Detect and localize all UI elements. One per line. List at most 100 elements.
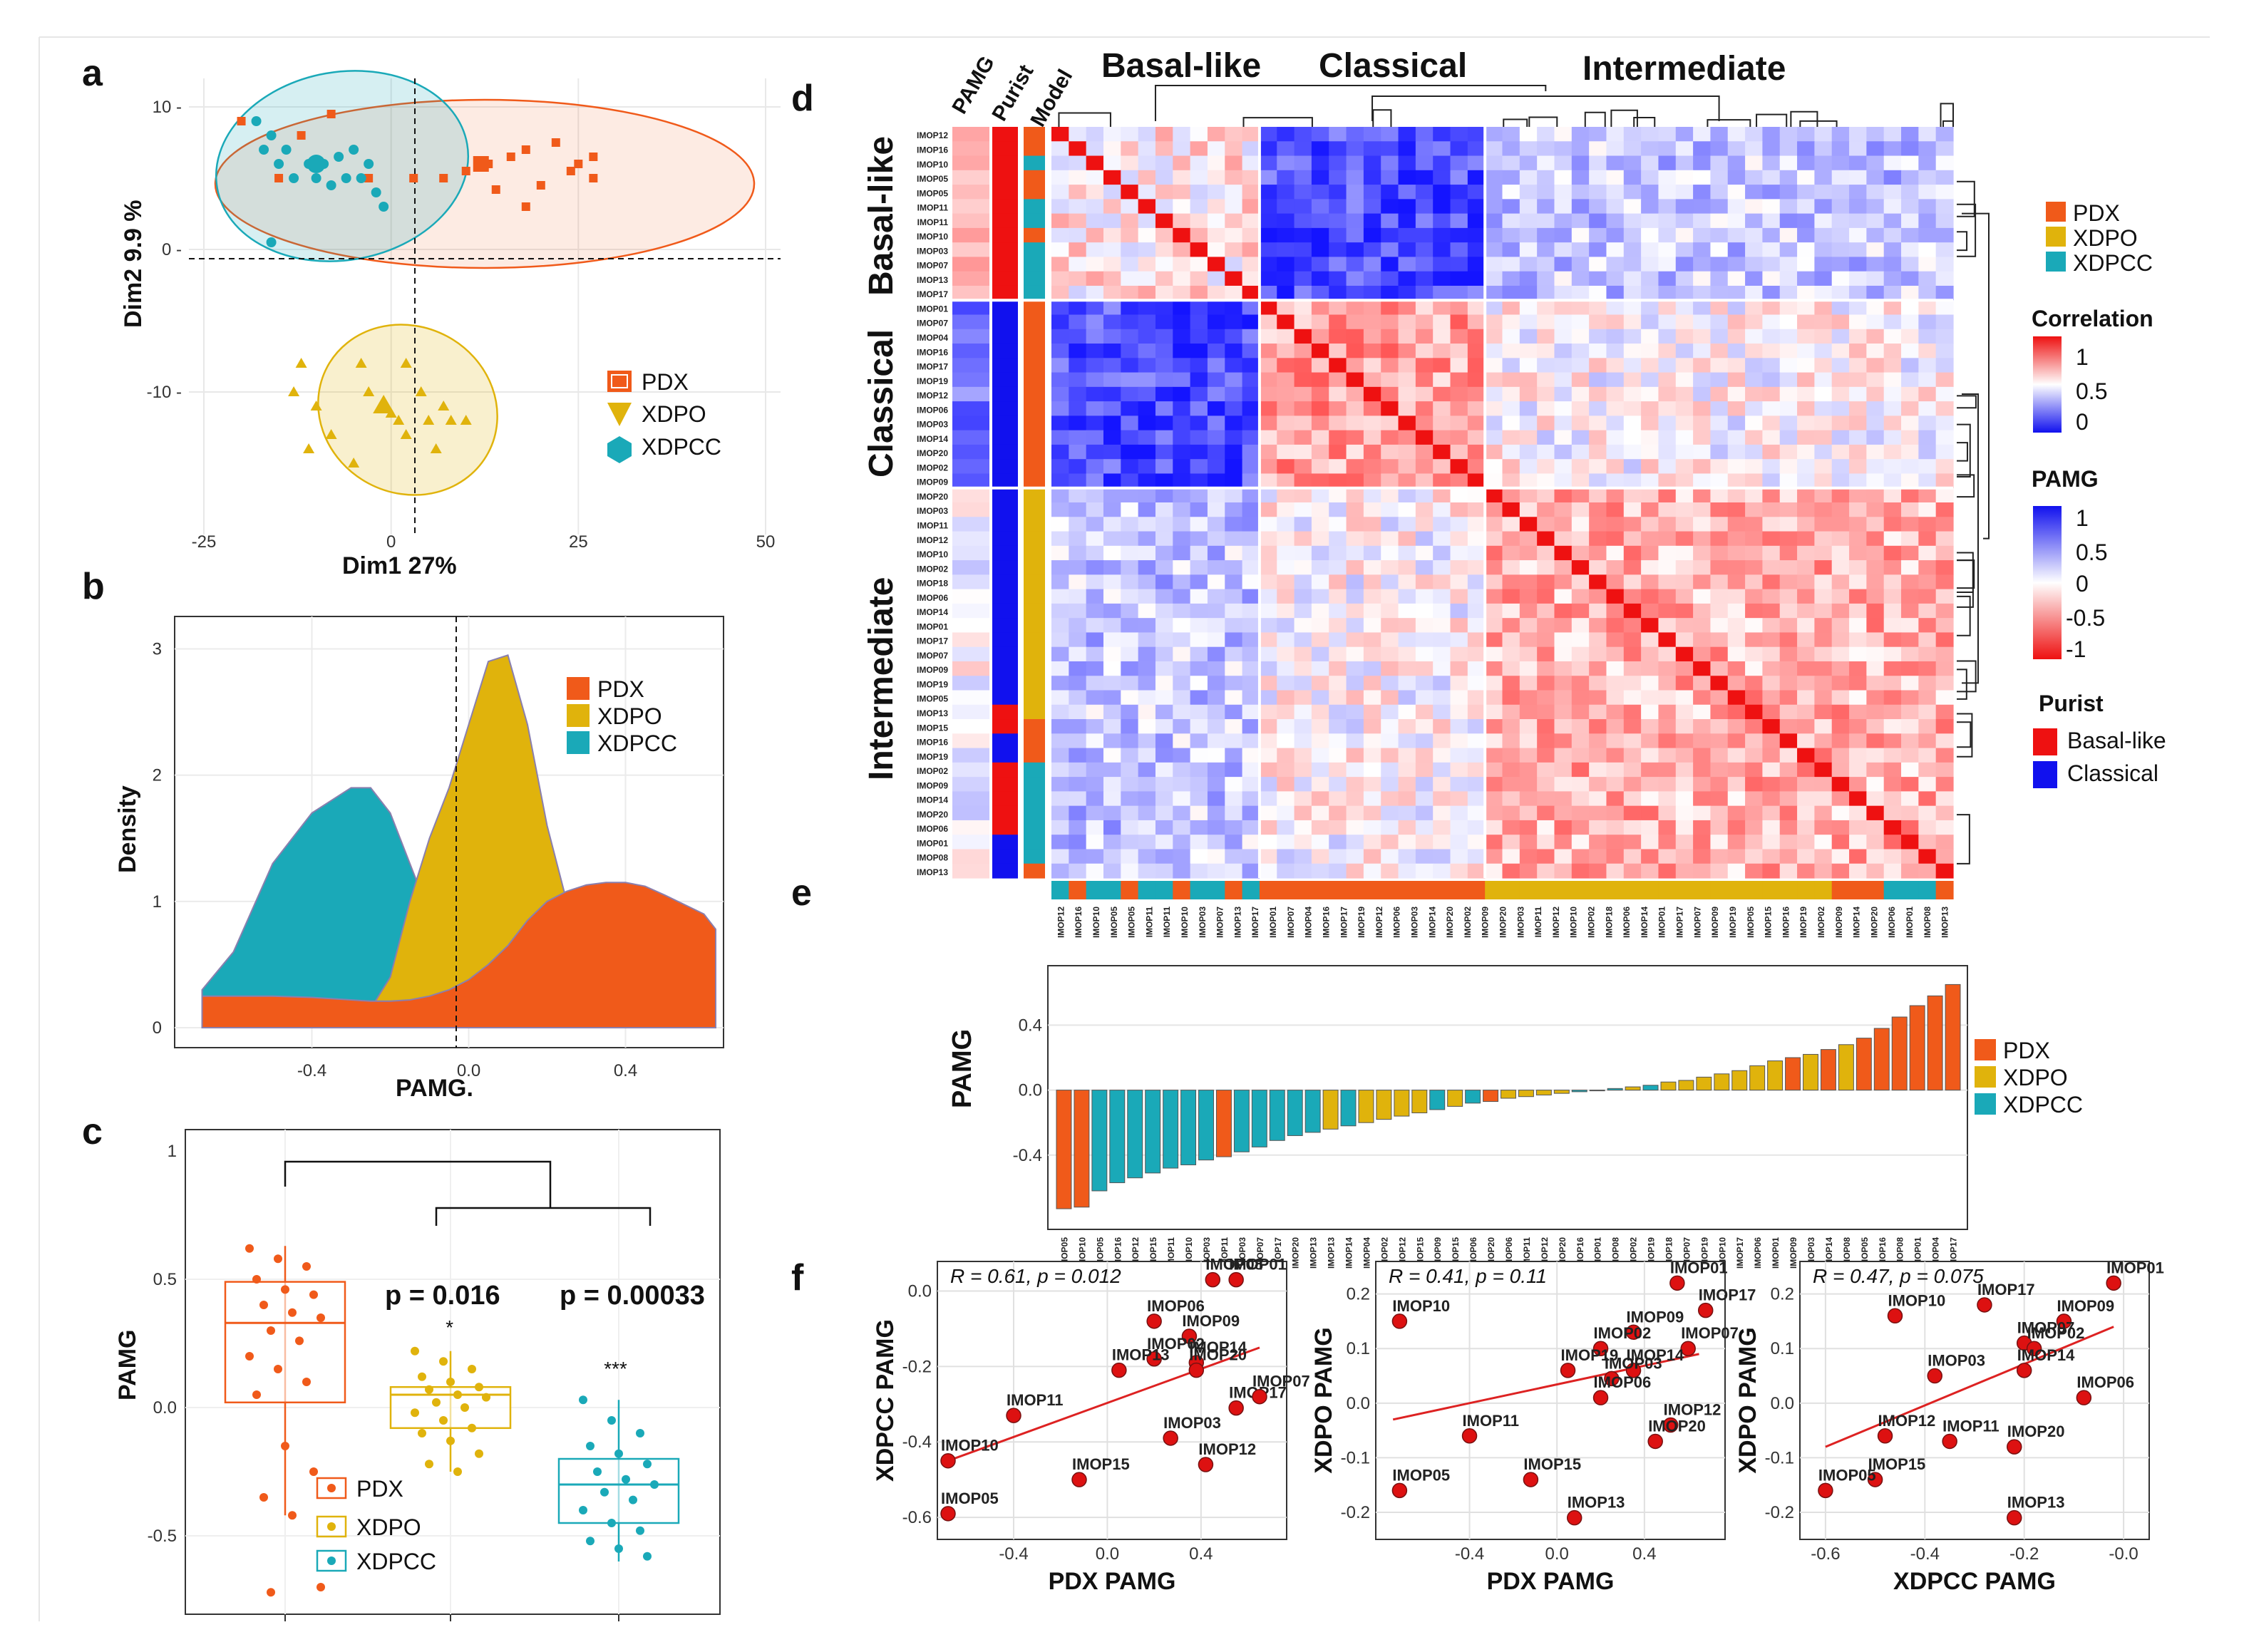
heatmap-cell: [1554, 329, 1573, 344]
data-point-xdpcc: [266, 237, 277, 247]
heatmap-cell: [1797, 473, 1815, 489]
heatmap-cell: [1519, 358, 1538, 373]
y-tick-label: 0.0: [1019, 1081, 1042, 1100]
heatmap-cell: [1571, 762, 1590, 778]
heatmap-cell: [1329, 618, 1347, 634]
heatmap-cell: [1866, 459, 1885, 475]
heatmap-cell: [1537, 618, 1555, 634]
data-point-pdx: [566, 167, 575, 175]
heatmap-cell: [1294, 618, 1312, 634]
heatmap-cell: [1727, 401, 1746, 416]
scatter-point-imop15: [1867, 1472, 1883, 1487]
heatmap-cell: [1051, 127, 1069, 142]
bar-imop02: [1376, 1090, 1392, 1120]
heatmap-cell: [1710, 401, 1729, 416]
row-label: IMOP20: [917, 810, 948, 820]
heatmap-cell: [1225, 314, 1243, 330]
heatmap-cell: [1519, 531, 1538, 547]
heatmap-cell: [1346, 603, 1364, 619]
heatmap-cell: [1762, 517, 1781, 532]
heatmap-cell: [1242, 574, 1260, 590]
heatmap-cell: [1277, 473, 1295, 489]
column-label: IMOP16: [1781, 907, 1791, 938]
heatmap-cell: [1381, 574, 1399, 590]
heatmap-cell: [1935, 141, 1954, 157]
heatmap-cell: [1831, 777, 1850, 792]
heatmap-cell: [1745, 777, 1764, 792]
heatmap-cell: [1415, 719, 1434, 734]
heatmap-cell: [1606, 473, 1625, 489]
heatmap-cell: [1051, 545, 1069, 561]
heatmap-cell: [1762, 358, 1781, 373]
heatmap-cell: [1623, 791, 1642, 807]
heatmap-cell: [1311, 185, 1329, 200]
column-label: IMOP10: [1569, 907, 1579, 938]
heatmap-cell: [1710, 444, 1729, 460]
heatmap-cell: [1415, 285, 1434, 301]
heatmap-cell: [1797, 777, 1815, 792]
heatmap-cell: [1485, 632, 1503, 648]
column-label: IMOP03: [1198, 907, 1208, 938]
heatmap-cell: [1537, 358, 1555, 373]
heatmap-cell: [1779, 805, 1798, 821]
heatmap-cell: [1138, 719, 1156, 734]
heatmap-cell: [1311, 733, 1329, 749]
annotation-model-cell: [1024, 257, 1045, 272]
legend-b-xdpo-swatch: [567, 704, 590, 727]
heatmap-cell: [1901, 502, 1919, 517]
annotation-model-cell: [1024, 646, 1045, 662]
heatmap-cell: [1294, 777, 1312, 792]
heatmap-cell: [1918, 185, 1937, 200]
heatmap-cell: [1155, 199, 1173, 215]
heatmap-cell: [1346, 242, 1364, 258]
heatmap-cell: [1069, 401, 1087, 416]
data-point-pdx: [574, 160, 583, 168]
annotation-purist-cell: [992, 574, 1018, 590]
heatmap-cell: [1710, 777, 1729, 792]
heatmap-cell: [1329, 719, 1347, 734]
heatmap-cell: [1051, 849, 1069, 864]
heatmap-cell: [1606, 603, 1625, 619]
heatmap-cell: [1710, 560, 1729, 575]
heatmap-cell: [1814, 473, 1833, 489]
heatmap-cell: [1329, 690, 1347, 706]
heatmap-cell: [1606, 690, 1625, 706]
bottom-model-cell: [1901, 881, 1919, 899]
heatmap-cell: [1658, 300, 1677, 316]
heatmap-cell: [1225, 603, 1243, 619]
heatmap-cell: [1450, 863, 1468, 879]
heatmap-cell: [1849, 257, 1867, 272]
heatmap-cell: [1103, 791, 1121, 807]
heatmap-cell: [1433, 517, 1451, 532]
data-point-pdx: [461, 167, 470, 175]
heatmap-cell: [1381, 618, 1399, 634]
heatmap-cell: [1831, 762, 1850, 778]
heatmap-cell: [1537, 805, 1555, 821]
annotation-model-cell: [1024, 401, 1045, 416]
heatmap-cell: [1554, 502, 1573, 517]
heatmap-cell: [1918, 199, 1937, 215]
heatmap-cell: [1935, 271, 1954, 286]
heatmap-cell: [1727, 358, 1746, 373]
heatmap-cell: [1398, 676, 1416, 691]
data-point-xdpcc: [274, 159, 284, 169]
heatmap-cell: [1138, 589, 1156, 604]
heatmap-cell: [1606, 762, 1625, 778]
heatmap-cell: [1658, 415, 1677, 431]
heatmap-cell: [1537, 676, 1555, 691]
heatmap-cell: [1693, 676, 1712, 691]
heatmap-cell: [1415, 487, 1434, 503]
heatmap-cell: [1727, 444, 1746, 460]
heatmap-cell: [1069, 344, 1087, 358]
heatmap-cell: [1450, 415, 1468, 431]
heatmap-cell: [1381, 227, 1399, 243]
heatmap-cell: [1173, 835, 1191, 850]
heatmap-cell: [1485, 344, 1503, 358]
heatmap-cell: [1207, 733, 1225, 749]
heatmap-cell: [1225, 141, 1243, 157]
heatmap-cell: [1693, 603, 1712, 619]
annotation-pamg-cell: [952, 199, 989, 215]
heatmap-cell: [1381, 704, 1399, 720]
heatmap-cell: [1727, 762, 1746, 778]
heatmap-cell: [1398, 242, 1416, 258]
